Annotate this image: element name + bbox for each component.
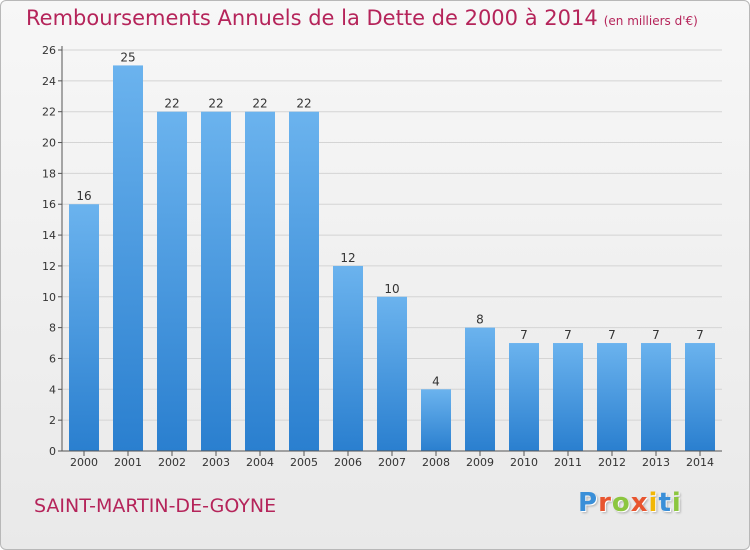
- x-tick-label: 2001: [114, 456, 142, 469]
- bar: [465, 327, 495, 451]
- chart-unit: (en milliers d'€): [603, 14, 698, 28]
- y-tick-label: 20: [42, 137, 56, 150]
- data-label: 12: [340, 251, 355, 265]
- bar: [289, 111, 319, 451]
- data-label: 22: [164, 97, 179, 111]
- bar: [685, 343, 715, 451]
- y-tick-label: 2: [49, 414, 56, 427]
- x-tick-label: 2013: [642, 456, 670, 469]
- y-tick-label: 4: [49, 383, 56, 396]
- y-tick-label: 16: [42, 198, 56, 211]
- x-tick-label: 2007: [378, 456, 406, 469]
- logo-letter: i: [648, 488, 659, 518]
- y-tick-label: 18: [42, 167, 56, 180]
- logo-letter: P: [578, 488, 599, 518]
- x-tick-label: 2005: [290, 456, 318, 469]
- data-label: 8: [476, 313, 484, 327]
- x-tick-label: 2010: [510, 456, 538, 469]
- y-tick-label: 24: [42, 75, 56, 88]
- x-tick-label: 2004: [246, 456, 274, 469]
- x-tick-label: 2011: [554, 456, 582, 469]
- bar: [157, 111, 187, 451]
- chart-title: Remboursements Annuels de la Dette de 20…: [26, 6, 698, 30]
- chart-title-text: Remboursements Annuels de la Dette de 20…: [26, 6, 598, 30]
- logo-letter: i: [671, 488, 682, 518]
- y-tick-label: 14: [42, 229, 56, 242]
- y-tick-label: 26: [42, 44, 56, 57]
- data-label: 22: [296, 97, 311, 111]
- bar: [245, 111, 275, 451]
- y-tick-label: 6: [49, 352, 56, 365]
- y-tick-label: 22: [42, 106, 56, 119]
- data-label: 7: [652, 328, 660, 342]
- x-tick-label: 2006: [334, 456, 362, 469]
- proxiti-logo: Proxiti: [578, 488, 682, 518]
- y-tick-label: 10: [42, 291, 56, 304]
- y-tick-label: 0: [49, 445, 56, 458]
- logo-letter: o: [611, 488, 631, 518]
- data-label: 7: [564, 328, 572, 342]
- bar: [421, 389, 451, 451]
- data-label: 22: [252, 97, 267, 111]
- x-tick-label: 2012: [598, 456, 626, 469]
- x-tick-label: 2002: [158, 456, 186, 469]
- logo-letter: r: [598, 488, 612, 518]
- x-tick-label: 2003: [202, 456, 230, 469]
- bar: [509, 343, 539, 451]
- bar: [597, 343, 627, 451]
- bar: [113, 65, 143, 451]
- data-label: 16: [76, 189, 91, 203]
- x-tick-label: 2014: [686, 456, 714, 469]
- data-label: 4: [432, 374, 440, 388]
- x-tick-label: 2000: [70, 456, 98, 469]
- bar: [201, 111, 231, 451]
- x-tick-label: 2009: [466, 456, 494, 469]
- y-tick-label: 8: [49, 322, 56, 335]
- bar: [69, 204, 99, 451]
- logo-letter: t: [658, 488, 672, 518]
- bar: [377, 296, 407, 451]
- data-label: 10: [384, 282, 399, 296]
- data-label: 22: [208, 97, 223, 111]
- data-label: 7: [696, 328, 704, 342]
- bars: 16 25 22 22 22 22 12 10 4 8 7 7 7 7 7: [69, 50, 715, 451]
- bar: [333, 265, 363, 451]
- data-label: 7: [608, 328, 616, 342]
- data-label: 25: [120, 50, 135, 64]
- commune-name: SAINT-MARTIN-DE-GOYNE: [34, 495, 277, 517]
- bar: [553, 343, 583, 451]
- y-tick-label: 12: [42, 260, 56, 273]
- logo-letter: x: [630, 488, 649, 518]
- x-tick-label: 2008: [422, 456, 450, 469]
- data-label: 7: [520, 328, 528, 342]
- bar: [641, 343, 671, 451]
